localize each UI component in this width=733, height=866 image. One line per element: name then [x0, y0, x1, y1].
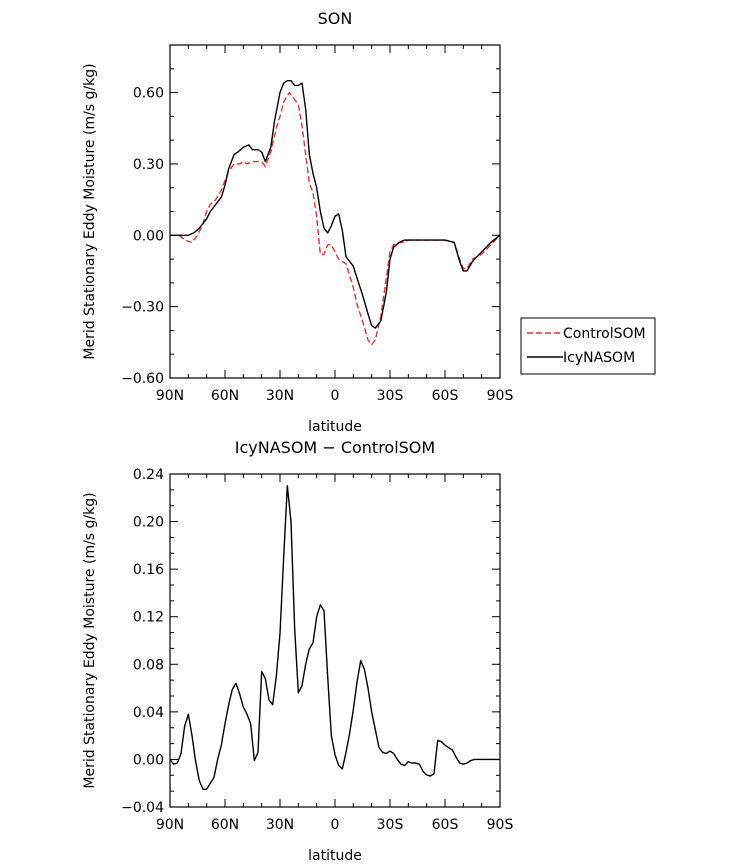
x-tick-label: 90N: [156, 388, 184, 404]
y-tick-label: 0.08: [133, 657, 164, 673]
chart-title: SON: [318, 9, 353, 28]
plot-frame: [169, 473, 501, 808]
x-tick-label: 60N: [211, 388, 239, 404]
legend-label-icynasom: IcyNASOM: [563, 350, 635, 366]
y-tick-label: 0.60: [133, 86, 164, 102]
x-tick-label: 30S: [377, 388, 404, 404]
x-tick-label: 30S: [377, 817, 404, 833]
y-tick-label: 0.00: [133, 752, 164, 768]
series-line: [169, 485, 500, 790]
plot-frame: [169, 44, 501, 379]
y-tick-label: 0.16: [133, 562, 164, 578]
x-tick-label: 90S: [487, 388, 514, 404]
y-tick-label: 0.00: [133, 228, 164, 244]
legend-label-controlsom: ControlSOM: [563, 326, 646, 342]
x-axis-label: latitude: [308, 848, 362, 864]
bottom-panel-difference: 90N 60N 30N 0 30S 60S 90S −0.04 0.00 0.04 0.08 0.12…: [82, 438, 513, 864]
y-tick-label: 0.20: [133, 515, 164, 531]
x-tick-label: 30N: [266, 388, 294, 404]
x-tick-label: 60N: [211, 817, 239, 833]
y-axis-label: Merid Stationary Eddy Moisture (m/s g/kg…: [82, 63, 98, 359]
chart-title: IcyNASOM − ControlSOM: [235, 438, 435, 457]
x-axis-label: latitude: [308, 419, 362, 435]
y-tick-label: −0.60: [121, 371, 164, 387]
top-panel-son: 90N 60N 30N 0 30S 60S 90S −0.60 −0.30 0.00 0.30 0.6…: [82, 9, 656, 435]
y-tick-label: −0.30: [121, 300, 164, 316]
y-tick-label: 0.04: [133, 705, 164, 721]
x-tick-label: 0: [331, 388, 340, 404]
x-tick-label: 30N: [266, 817, 294, 833]
x-tick-label: 60S: [432, 817, 459, 833]
y-tick-label: 0.30: [133, 157, 164, 173]
x-tick-label: 0: [331, 817, 340, 833]
x-tick-label: 60S: [432, 388, 459, 404]
y-axis-label: Merid Stationary Eddy Moisture (m/s g/kg…: [82, 492, 98, 788]
y-tick-label: −0.04: [121, 800, 164, 816]
series-line-controlsom: [170, 91, 501, 346]
legend: ControlSOM IcyNASOM: [520, 317, 656, 375]
legend-box: [520, 317, 656, 375]
x-tick-label: 90S: [487, 817, 514, 833]
y-tick-label: 0.24: [133, 467, 164, 483]
x-tick-label: 90N: [156, 817, 184, 833]
y-tick-label: 0.12: [133, 610, 164, 626]
series-line-icynasom: [170, 79, 501, 329]
